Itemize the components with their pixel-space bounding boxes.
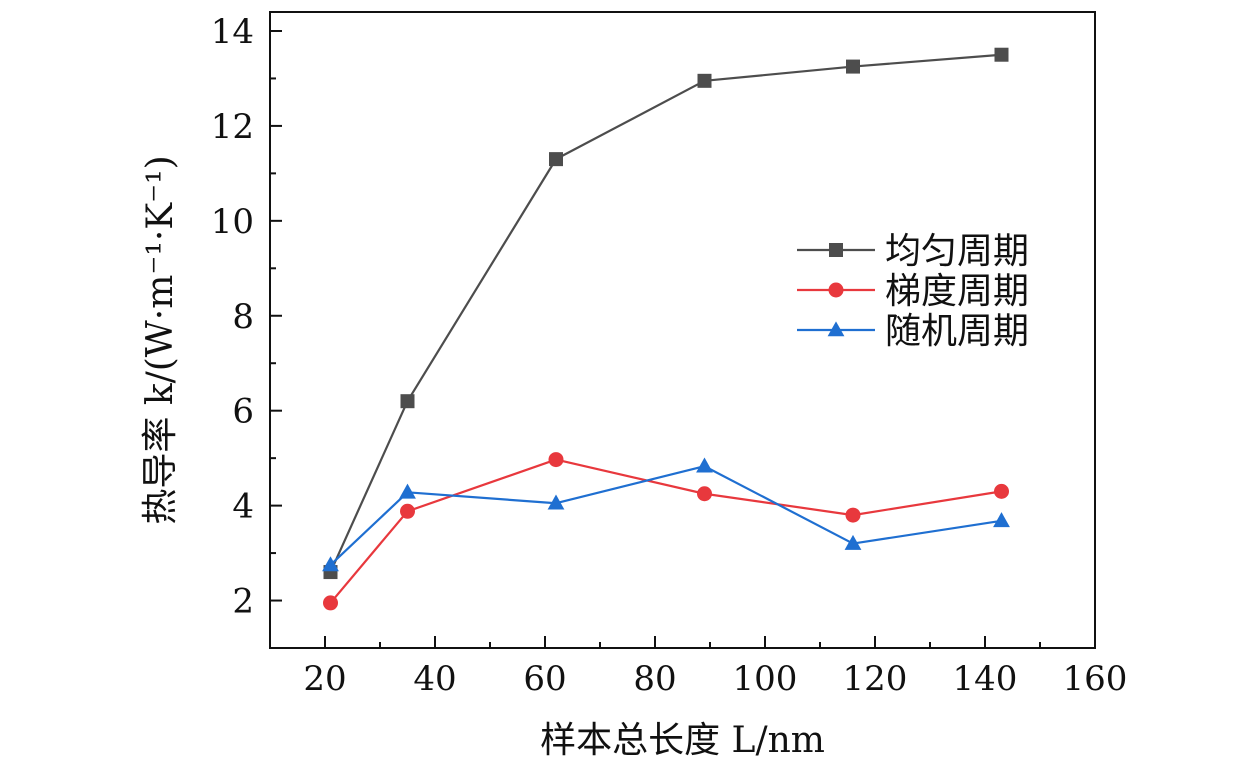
y-tick-label: 12 [211, 107, 254, 147]
y-axis-title: 热导率 k/(W·m⁻¹·K⁻¹) [140, 155, 181, 524]
y-tick-label: 6 [232, 392, 254, 432]
legend-item: 随机周期 [797, 311, 1029, 352]
x-tick-label: 100 [733, 659, 798, 699]
x-tick-label: 60 [523, 659, 566, 699]
data-point [547, 494, 565, 510]
legend-swatch-marker [828, 282, 844, 298]
series-line [329, 465, 1002, 566]
legend-item: 梯度周期 [797, 271, 1029, 312]
data-point [322, 556, 339, 572]
data-point [400, 394, 415, 409]
x-tick-label: 80 [633, 659, 676, 699]
data-point [400, 503, 415, 519]
legend-label: 随机周期 [885, 311, 1029, 352]
x-tick-label: 20 [303, 659, 346, 699]
series-3 [322, 457, 1010, 572]
data-point [993, 512, 1010, 528]
legend-swatch-marker [827, 321, 845, 337]
data-point [845, 507, 861, 523]
legend-swatch-marker [829, 243, 843, 257]
legend-label: 均匀周期 [885, 231, 1029, 272]
plot-frame [269, 11, 1096, 649]
series-line [329, 53, 1002, 573]
series-line [329, 458, 1002, 604]
x-tick-label: 160 [1063, 659, 1128, 699]
data-point [696, 457, 713, 473]
series-1 [323, 47, 1009, 580]
data-point [994, 47, 1009, 62]
data-point [548, 452, 564, 468]
y-tick-label: 2 [232, 582, 254, 622]
data-point [697, 73, 712, 88]
y-tick-label: 8 [232, 297, 254, 337]
legend-label: 梯度周期 [885, 271, 1029, 312]
y-tick-label: 14 [211, 12, 254, 52]
data-point [399, 483, 416, 499]
x-tick-label: 120 [843, 659, 908, 699]
data-point [697, 486, 712, 502]
data-point [549, 152, 563, 167]
x-tick-label: 40 [413, 659, 456, 699]
series-2 [323, 452, 1009, 611]
data-point [846, 59, 860, 74]
data-point [323, 595, 338, 611]
y-tick-label: 10 [211, 202, 254, 242]
legend-item: 均匀周期 [797, 231, 1029, 272]
data-point [844, 534, 862, 550]
x-axis-title: 样本总长度 L/nm [540, 720, 825, 761]
data-point [994, 483, 1009, 499]
y-tick-label: 4 [232, 487, 254, 527]
x-tick-label: 140 [953, 659, 1018, 699]
